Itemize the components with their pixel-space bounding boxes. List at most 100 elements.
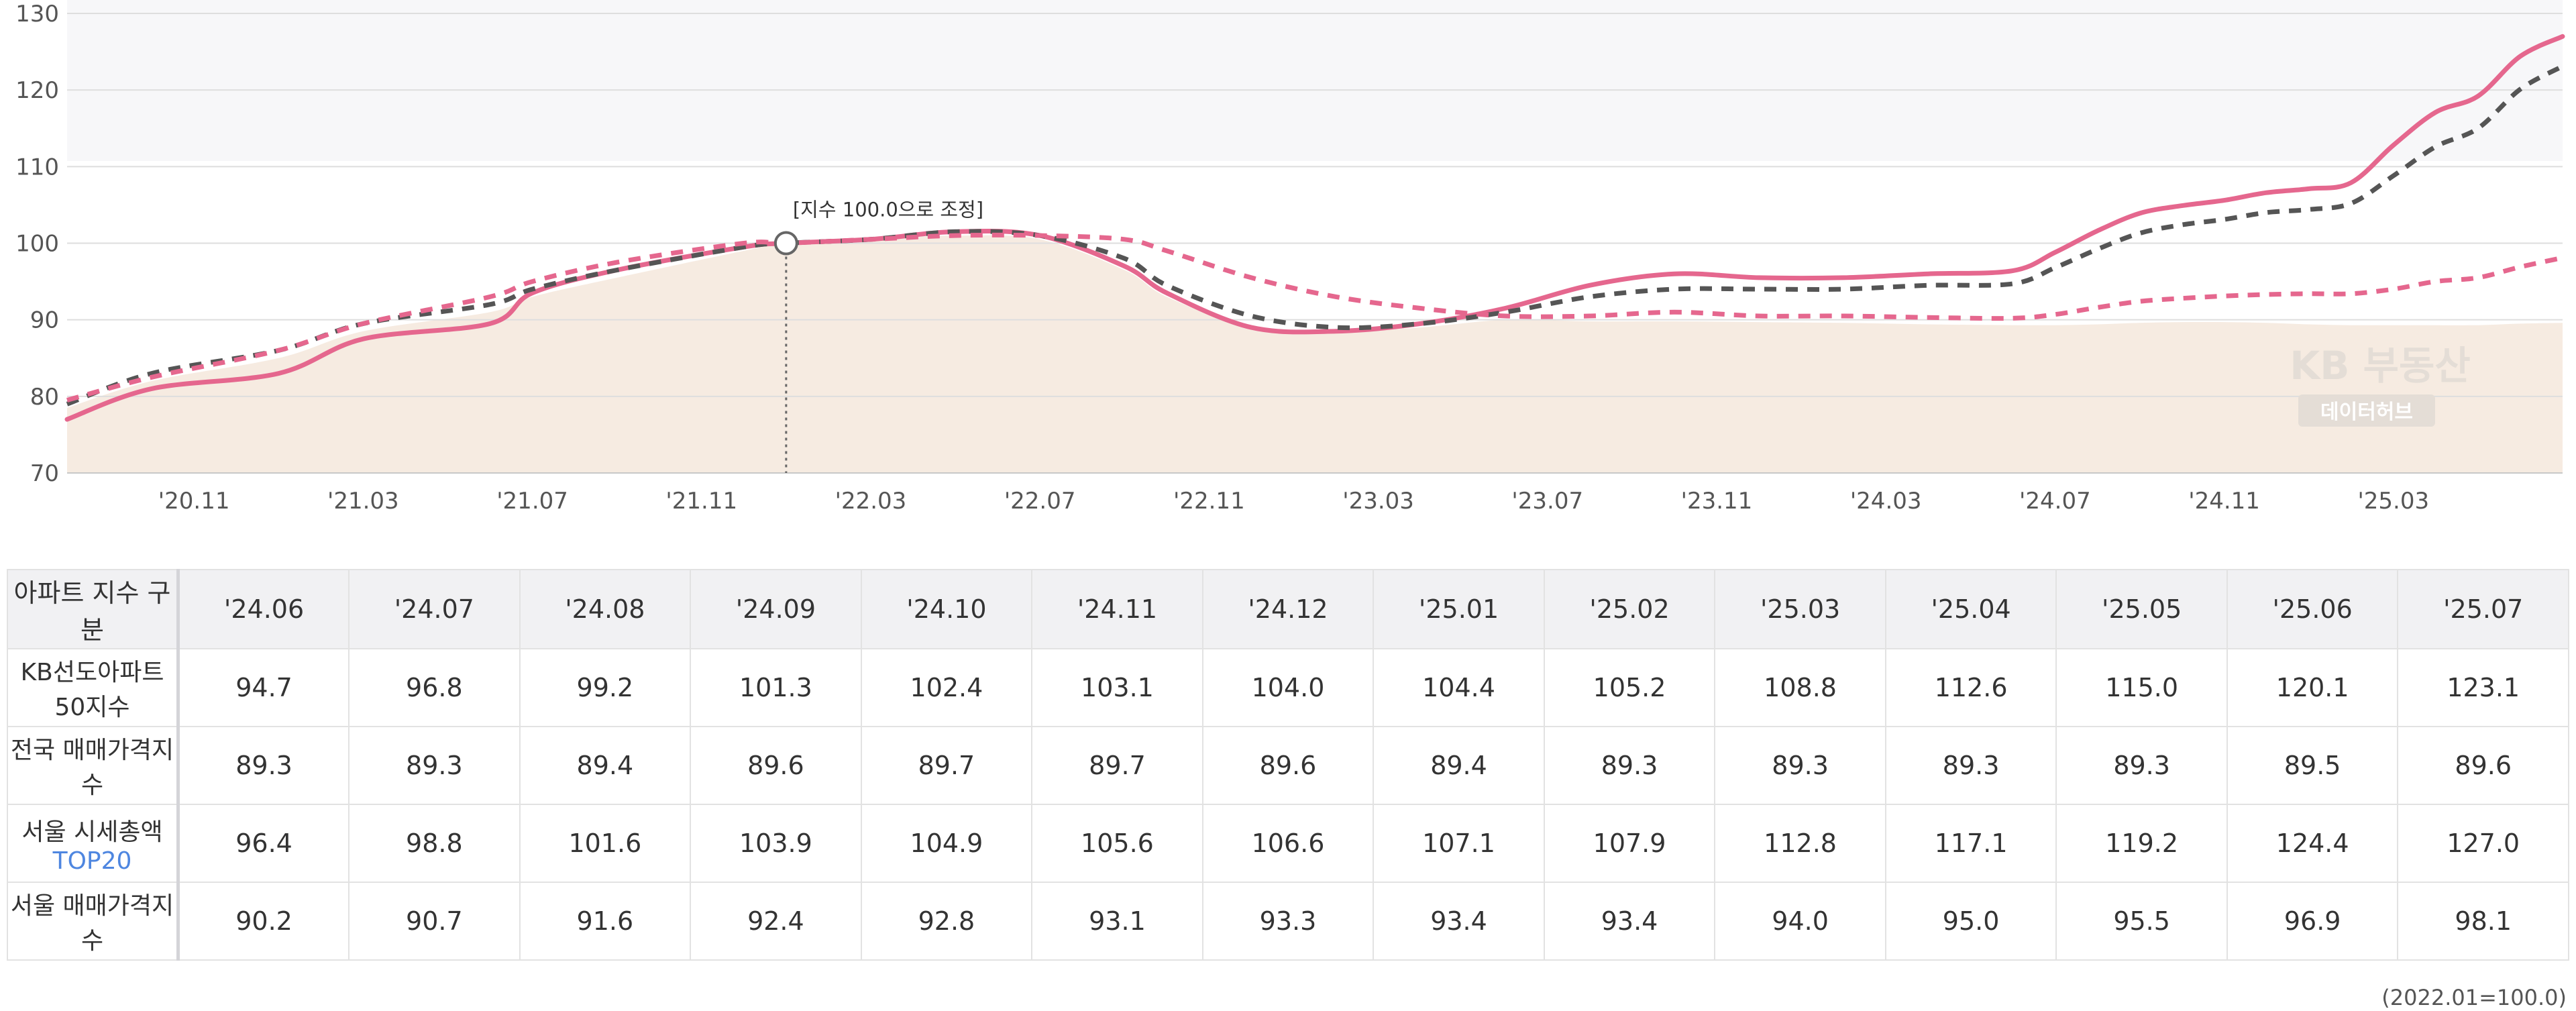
table-cell: 104.4 xyxy=(1373,648,1545,727)
table-cell: 99.2 xyxy=(519,648,692,727)
table-column-header: '25.05 xyxy=(2055,569,2228,649)
table-header-row: 아파트 지수 구분 '24.06'24.07'24.08'24.09'24.10… xyxy=(7,569,2569,649)
watermark-line1: KB 부동산 xyxy=(2290,343,2470,388)
table-cell: 124.4 xyxy=(2226,804,2399,883)
row-label-highlight: TOP20 xyxy=(52,847,132,875)
x-tick-label: '20.11 xyxy=(158,488,230,515)
table-cell: 89.3 xyxy=(177,726,350,805)
x-tick-label: '22.03 xyxy=(835,488,907,515)
table-row: 전국 매매가격지수 89.3 89.3 89.4 89.6 89.7 89.7 89.6 89.… xyxy=(7,726,2569,805)
table-cell: 89.4 xyxy=(1373,726,1545,805)
y-tick-label: 110 xyxy=(15,154,59,180)
index-table: 아파트 지수 구분 '24.06'24.07'24.08'24.09'24.10… xyxy=(7,569,2569,961)
annotation-marker xyxy=(773,231,798,256)
x-tick-label: '21.11 xyxy=(665,488,737,515)
annotation-label: [지수 100.0으로 조정] xyxy=(793,199,983,221)
table-cell: 89.7 xyxy=(1031,726,1203,805)
plot-background-band xyxy=(67,0,2563,161)
table-row: KB선도아파트50지수 94.7 96.8 99.2 101.3 102.4 103.1 10… xyxy=(7,648,2569,727)
table-cell: 115.0 xyxy=(2055,648,2228,727)
table-column-header: '24.06 xyxy=(177,569,350,649)
table-column-header: '24.12 xyxy=(1201,569,1375,649)
table-cell: 93.4 xyxy=(1543,882,1716,961)
x-tick-label: '22.07 xyxy=(1004,488,1076,515)
table-cell: 93.1 xyxy=(1031,882,1203,961)
table-cell: 123.1 xyxy=(2397,648,2569,727)
table-cell: 93.4 xyxy=(1373,882,1545,961)
series-line-2 xyxy=(66,64,2564,407)
table-cell: 91.6 xyxy=(519,882,692,961)
table-cell: 127.0 xyxy=(2397,804,2569,883)
y-tick-label: 120 xyxy=(15,77,59,104)
y-tick-label: 90 xyxy=(30,307,59,334)
table-cell: 89.4 xyxy=(519,726,692,805)
table-cell: 90.7 xyxy=(348,882,521,961)
table-cell: 101.3 xyxy=(690,648,862,727)
table-row-label: KB선도아파트50지수 xyxy=(7,648,180,727)
y-tick-label: 80 xyxy=(30,384,59,411)
table-column-header: '24.11 xyxy=(1031,569,1203,649)
table-cell: 104.9 xyxy=(860,804,1033,883)
table-cell: 107.9 xyxy=(1543,804,1716,883)
table-cell: 92.4 xyxy=(690,882,862,961)
x-tick-label: '23.11 xyxy=(1681,488,1753,515)
table-column-header: '25.03 xyxy=(1714,569,1886,649)
table-cell: 120.1 xyxy=(2226,648,2399,727)
table-row-label: 서울 시세총액 TOP20 xyxy=(7,804,180,883)
series-line-3 xyxy=(66,232,2563,403)
table-cell: 101.6 xyxy=(519,804,692,883)
table-cell: 90.2 xyxy=(177,882,350,961)
table-cell: 108.8 xyxy=(1714,648,1886,727)
table-cell: 112.8 xyxy=(1714,804,1886,883)
table-cell: 89.3 xyxy=(1714,726,1886,805)
table-cell: 89.3 xyxy=(348,726,521,805)
watermark-badge xyxy=(2298,394,2435,427)
watermark-line2: 데이터허브 xyxy=(2320,401,2413,424)
table-cell: 95.0 xyxy=(1884,882,2057,961)
table-cell: 98.8 xyxy=(348,804,521,883)
table-cell: 117.1 xyxy=(1884,804,2057,883)
table-column-header: '24.09 xyxy=(690,569,862,649)
table-row: 서울 매매가격지수 90.2 90.7 91.6 92.4 92.8 93.1 93.3 93.… xyxy=(7,882,2569,961)
table-cell: 103.1 xyxy=(1031,648,1203,727)
x-tick-label: '25.03 xyxy=(2357,488,2429,515)
table-cell: 95.5 xyxy=(2055,882,2228,961)
table-column-header: '24.08 xyxy=(519,569,692,649)
table-column-header: '25.06 xyxy=(2226,569,2399,649)
kb-watermark: KB 부동산 데이터허브 xyxy=(2290,343,2471,427)
table-cell: 104.0 xyxy=(1201,648,1375,727)
y-tick-label: 130 xyxy=(15,1,59,28)
index-base-note: (2022.01=100.0) xyxy=(2381,985,2567,1010)
table-cell: 96.9 xyxy=(2226,882,2399,961)
table-cell: 89.6 xyxy=(690,726,862,805)
table-cell: 112.6 xyxy=(1884,648,2057,727)
table-cell: 102.4 xyxy=(860,648,1033,727)
table-cell: 96.8 xyxy=(348,648,521,727)
x-tick-label: '21.03 xyxy=(327,488,399,515)
x-tick-label: '24.03 xyxy=(1850,488,1922,515)
table-cell: 89.6 xyxy=(2397,726,2569,805)
table-cell: 89.3 xyxy=(1884,726,2057,805)
table-column-header: '25.07 xyxy=(2397,569,2569,649)
table-cell: 89.5 xyxy=(2226,726,2399,805)
chart-svg: KB 부동산 데이터허브 70 80 90 100 110 120 130 '20.11 '21… xyxy=(15,0,2565,515)
y-tick-label: 70 xyxy=(30,460,59,487)
table-column-header: '25.01 xyxy=(1373,569,1545,649)
index-line-chart: KB 부동산 데이터허브 70 80 90 100 110 120 130 '20.11 '21… xyxy=(15,0,2565,515)
table-cell: 89.3 xyxy=(1543,726,1716,805)
table-column-header: '24.07 xyxy=(348,569,521,649)
x-tick-label: '24.07 xyxy=(2019,488,2091,515)
table-row: 서울 시세총액 TOP20 96.4 98.8 101.6 103.9 104.9 105.… xyxy=(7,804,2569,883)
table-cell: 107.1 xyxy=(1373,804,1545,883)
x-tick-label: '23.07 xyxy=(1511,488,1583,515)
table-cell: 92.8 xyxy=(860,882,1033,961)
table-cell: 94.0 xyxy=(1714,882,1886,961)
y-tick-label: 100 xyxy=(15,231,59,258)
x-tick-label: '23.03 xyxy=(1342,488,1414,515)
table-cell: 119.2 xyxy=(2055,804,2228,883)
x-tick-label: '22.11 xyxy=(1173,488,1245,515)
table-cell: 89.3 xyxy=(2055,726,2228,805)
x-tick-label: '24.11 xyxy=(2188,488,2260,515)
table-corner-header: 아파트 지수 구분 xyxy=(7,569,180,649)
table-cell: 105.2 xyxy=(1543,648,1716,727)
